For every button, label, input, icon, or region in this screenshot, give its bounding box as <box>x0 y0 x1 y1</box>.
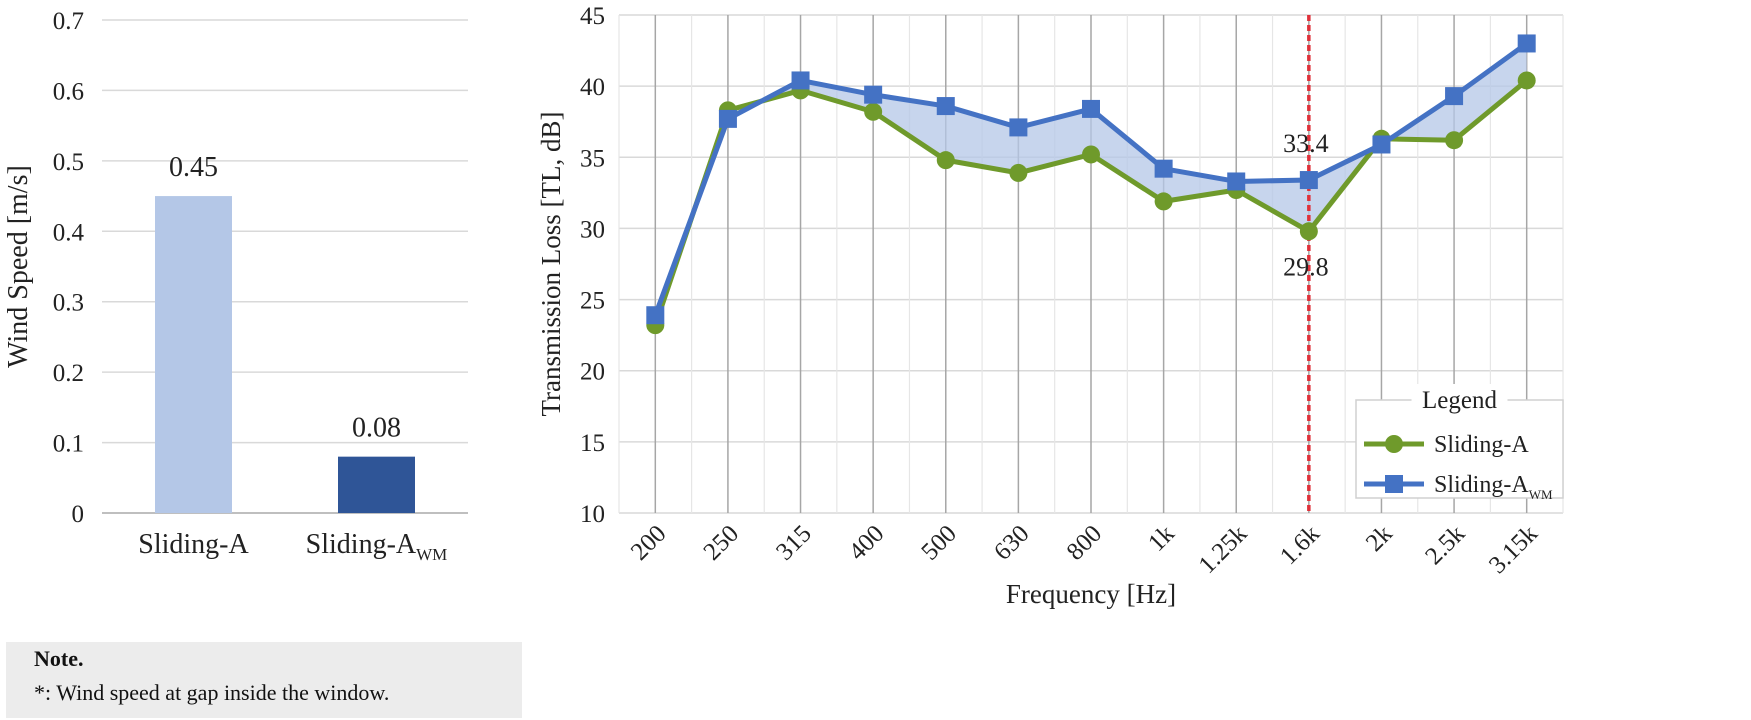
bar-category-label: Sliding-A <box>138 529 249 560</box>
wind-speed-bar-chart: 0 0.1 0.2 0.3 0.4 0.5 0.6 0.7 0.45 Sliding-A 0.08 S… <box>3 8 468 564</box>
data-point <box>646 306 665 325</box>
bar-ytick-label: 0.3 <box>53 290 84 317</box>
data-point <box>864 85 883 104</box>
legend-label: Sliding-AWM <box>1434 472 1553 502</box>
line-ytick-label: 35 <box>580 145 605 172</box>
line-ytick-label: 10 <box>580 501 605 528</box>
line-x-axis-title: Frequency [Hz] <box>1006 579 1176 609</box>
data-point <box>1445 87 1464 106</box>
data-point <box>1299 171 1318 190</box>
line-xtick-label: 800 <box>1062 520 1108 566</box>
note-title: Note. <box>34 646 84 671</box>
line-ytick-label: 15 <box>580 430 605 457</box>
legend-label: Sliding-A <box>1434 432 1529 458</box>
data-point <box>718 109 737 128</box>
data-point <box>1227 172 1246 191</box>
data-point <box>791 71 810 90</box>
line-xtick-label: 1k <box>1143 520 1180 557</box>
bar <box>338 456 415 513</box>
charts-canvas: 0 0.1 0.2 0.3 0.4 0.5 0.6 0.7 0.45 Sliding-A 0.08 S… <box>3 3 1564 609</box>
data-point <box>1009 163 1028 182</box>
bar-value-label: 0.45 <box>169 152 218 183</box>
bar-ytick-label: 0.4 <box>53 219 85 246</box>
data-point <box>1009 118 1028 137</box>
line-xtick-label: 250 <box>699 520 745 566</box>
bar-ytick-label: 0.1 <box>53 431 84 458</box>
note-box <box>6 642 522 718</box>
data-point <box>1082 99 1100 118</box>
bar-y-axis-title: Wind Speed [m/s] <box>3 165 34 368</box>
line-ytick-label: 25 <box>580 288 605 315</box>
data-point <box>1445 131 1464 150</box>
note-text: *: Wind speed at gap inside the window. <box>34 680 390 705</box>
transmission-loss-line-chart: 10 15 20 25 30 35 40 45 33.4 29.8 200 250 315 400 500 6… <box>536 3 1564 609</box>
data-point <box>1082 145 1100 164</box>
bar-value-label: 0.08 <box>352 413 401 444</box>
line-xtick-label: 315 <box>771 520 817 566</box>
bar-ytick-label: 0.6 <box>53 78 84 105</box>
bar-ytick-label: 0.7 <box>53 8 84 35</box>
legend-swatch-marker <box>1385 435 1403 453</box>
line-ytick-label: 40 <box>580 74 605 101</box>
line-xtick-label: 1.25k <box>1194 520 1253 579</box>
line-xtick-label: 2.5k <box>1420 520 1470 570</box>
line-xtick-label: 200 <box>626 520 672 566</box>
bar-ytick-label: 0 <box>72 501 85 528</box>
data-point <box>1299 222 1318 241</box>
data-point <box>1517 34 1536 53</box>
line-xtick-label: 1.6k <box>1275 520 1325 570</box>
data-point <box>936 151 955 170</box>
line-xtick-label: 3.15k <box>1484 520 1543 579</box>
data-point <box>864 102 883 121</box>
data-point <box>1154 159 1173 178</box>
legend-title-bg <box>1411 384 1508 412</box>
line-xtick-label: 500 <box>916 520 962 566</box>
line-ytick-label: 20 <box>580 359 605 386</box>
data-point <box>936 97 955 116</box>
bar-ytick-label: 0.2 <box>53 360 84 387</box>
line-xtick-label: 630 <box>989 520 1035 566</box>
bar <box>155 196 232 514</box>
line-xtick-label: 2k <box>1361 520 1398 557</box>
line-y-axis-title: Transmission Loss [TL, dB] <box>536 111 566 416</box>
legend-title: Legend <box>1422 387 1497 414</box>
bar-category-label: Sliding-AWM <box>306 529 448 564</box>
data-point <box>1517 71 1536 90</box>
data-point <box>1372 135 1391 154</box>
annotation-label: 29.8 <box>1283 252 1329 281</box>
bar-ytick-label: 0.5 <box>53 149 84 176</box>
line-xtick-label: 400 <box>844 520 890 566</box>
line-ytick-label: 45 <box>580 3 605 30</box>
line-ytick-label: 30 <box>580 216 605 243</box>
legend-swatch-marker <box>1385 475 1403 493</box>
annotation-label: 33.4 <box>1283 129 1329 158</box>
data-point <box>1154 192 1173 211</box>
